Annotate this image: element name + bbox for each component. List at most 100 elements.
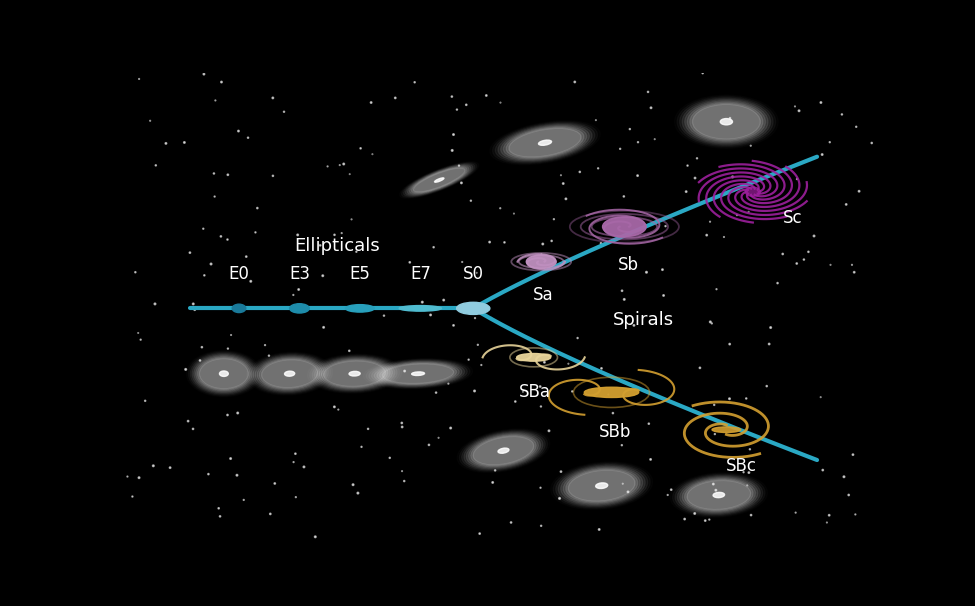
Ellipse shape [219, 371, 228, 376]
Point [467, 386, 483, 396]
Point [133, 335, 148, 345]
Ellipse shape [319, 359, 390, 388]
Point [137, 396, 153, 405]
Point [594, 364, 609, 373]
Text: Sc: Sc [783, 210, 802, 227]
Ellipse shape [538, 140, 552, 145]
Point [341, 346, 357, 356]
Point [444, 92, 459, 101]
Ellipse shape [411, 372, 424, 376]
Point [176, 138, 192, 147]
Point [663, 485, 679, 494]
Point [231, 126, 247, 136]
Point [196, 69, 212, 79]
Point [508, 397, 524, 407]
Ellipse shape [687, 102, 765, 142]
Point [592, 525, 607, 534]
Point [673, 208, 688, 218]
Point [485, 478, 500, 487]
Point [722, 339, 737, 349]
Point [320, 162, 335, 171]
Ellipse shape [680, 477, 758, 513]
Point [394, 422, 410, 432]
Point [553, 170, 568, 180]
Ellipse shape [469, 434, 538, 467]
Ellipse shape [568, 470, 635, 501]
Text: SBb: SBb [599, 423, 632, 441]
Point [707, 400, 722, 410]
Point [788, 508, 803, 518]
Point [336, 159, 352, 169]
Ellipse shape [684, 479, 753, 511]
Point [248, 227, 263, 237]
Ellipse shape [257, 358, 322, 390]
Ellipse shape [466, 433, 541, 468]
Text: S0: S0 [463, 265, 484, 282]
Point [515, 387, 530, 397]
Point [706, 479, 722, 489]
Point [288, 492, 303, 502]
Point [180, 416, 196, 426]
Point [182, 248, 198, 258]
Point [702, 217, 718, 227]
Text: SBc: SBc [726, 457, 757, 474]
Point [813, 392, 829, 402]
Point [350, 488, 366, 498]
Point [558, 194, 573, 204]
Point [327, 230, 342, 240]
Ellipse shape [690, 103, 762, 141]
Point [219, 410, 235, 420]
Point [394, 418, 410, 428]
Ellipse shape [435, 178, 444, 182]
Point [834, 110, 849, 119]
Point [741, 468, 757, 478]
Point [331, 405, 346, 415]
Point [769, 278, 785, 288]
Ellipse shape [406, 164, 473, 196]
Point [353, 144, 369, 153]
Ellipse shape [473, 436, 534, 465]
Point [286, 290, 301, 300]
Point [630, 138, 645, 147]
Point [492, 204, 508, 213]
Point [738, 394, 754, 404]
Point [492, 98, 508, 107]
Point [185, 424, 201, 434]
Point [250, 203, 265, 213]
Point [565, 387, 580, 396]
Point [822, 138, 838, 147]
Ellipse shape [721, 119, 732, 125]
Point [692, 363, 708, 373]
Point [349, 247, 365, 256]
Point [503, 518, 519, 527]
Point [741, 207, 757, 216]
Point [423, 310, 439, 320]
Point [679, 187, 694, 196]
Ellipse shape [285, 371, 294, 376]
Point [717, 232, 732, 242]
Point [703, 317, 719, 327]
Point [177, 365, 193, 375]
Point [619, 311, 635, 321]
Point [414, 298, 430, 307]
Ellipse shape [506, 127, 584, 158]
Point [192, 356, 208, 365]
Point [290, 230, 305, 240]
Ellipse shape [503, 126, 587, 159]
Ellipse shape [596, 483, 607, 488]
Point [743, 510, 759, 520]
Point [185, 299, 201, 309]
Point [593, 238, 608, 248]
Point [454, 257, 470, 267]
Point [397, 366, 412, 376]
Point [236, 495, 252, 505]
Point [443, 423, 458, 433]
Point [787, 102, 802, 112]
Point [626, 321, 642, 330]
Point [687, 173, 703, 183]
Point [446, 321, 461, 330]
Ellipse shape [371, 361, 465, 387]
Point [532, 483, 548, 493]
Ellipse shape [411, 167, 467, 193]
Point [214, 231, 229, 241]
